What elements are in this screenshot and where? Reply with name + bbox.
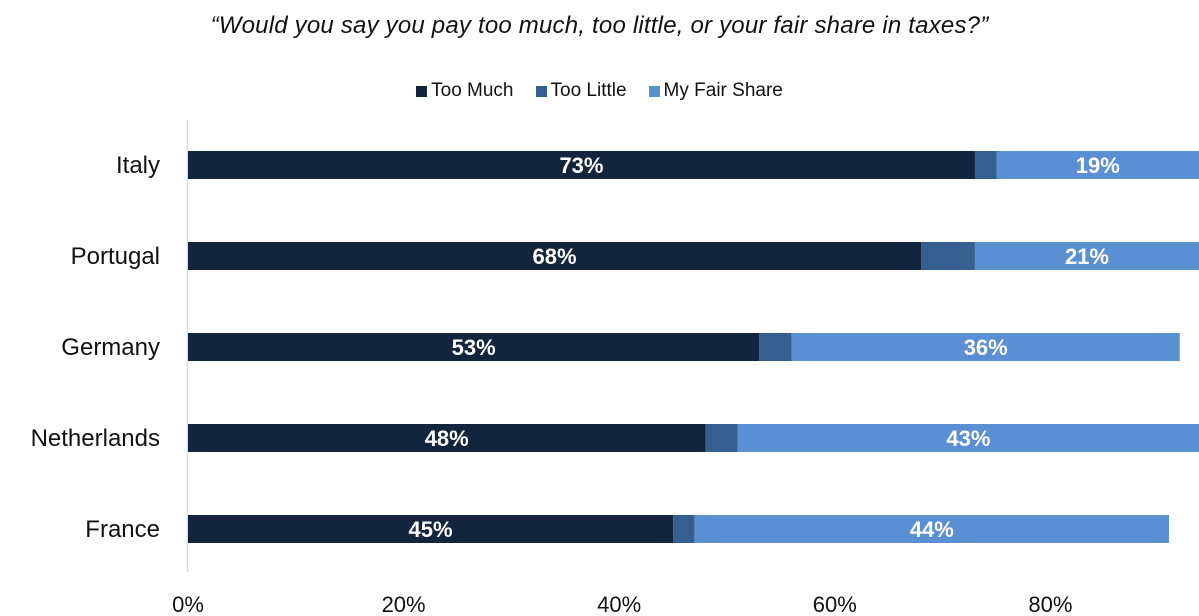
bar-my-fair-share-italy xyxy=(996,151,1199,179)
x-tick-label-80: 80% xyxy=(1028,592,1072,616)
bar-too-little-portugal xyxy=(921,242,975,270)
category-label-netherlands: Netherlands xyxy=(31,425,160,452)
legend-swatch-too-much xyxy=(416,85,428,97)
bar-too-little-italy xyxy=(974,151,997,179)
data-label-my-fair-share-italy: 19% xyxy=(1076,153,1120,178)
category-label-germany: Germany xyxy=(61,334,160,361)
legend-swatch-too-little xyxy=(535,85,547,97)
category-label-portugal: Portugal xyxy=(71,243,160,270)
legend-swatch-my-fair-share xyxy=(648,85,660,97)
legend-label-too-little: Too Little xyxy=(550,80,627,101)
legend-item-my-fair-share: My Fair Share xyxy=(648,80,783,102)
data-label-my-fair-share-netherlands: 43% xyxy=(946,426,990,451)
legend-label-too-much: Too Much xyxy=(431,80,514,101)
bar-too-much-germany xyxy=(188,333,760,361)
x-tick-label-40: 40% xyxy=(597,592,641,616)
x-tick-label-0: 0% xyxy=(172,592,204,616)
bar-too-little-netherlands xyxy=(705,424,738,452)
x-tick-label-60: 60% xyxy=(813,592,857,616)
legend-label-my-fair-share: My Fair Share xyxy=(663,80,783,101)
data-label-too-much-germany: 53% xyxy=(452,335,496,360)
x-tick-label-20: 20% xyxy=(382,592,426,616)
data-label-too-much-france: 45% xyxy=(409,517,453,542)
legend-item-too-little: Too Little xyxy=(535,80,627,102)
bar-too-little-germany xyxy=(759,333,792,361)
legend: Too Much Too Little My Fair Share xyxy=(0,80,1199,102)
bar-too-much-france xyxy=(188,515,674,543)
data-label-my-fair-share-germany: 36% xyxy=(964,335,1008,360)
chart-title: “Would you say you pay too much, too lit… xyxy=(210,12,989,39)
data-label-too-much-netherlands: 48% xyxy=(425,426,469,451)
bar-too-much-portugal xyxy=(188,242,922,270)
bar-my-fair-share-germany xyxy=(791,333,1180,361)
data-label-too-much-italy: 73% xyxy=(559,153,603,178)
bar-too-much-italy xyxy=(188,151,975,179)
data-label-my-fair-share-france: 44% xyxy=(910,517,954,542)
legend-item-too-much: Too Much xyxy=(416,80,514,102)
data-label-my-fair-share-portugal: 21% xyxy=(1065,244,1109,269)
bar-my-fair-share-portugal xyxy=(974,242,1199,270)
bar-too-little-france xyxy=(673,515,695,543)
bar-my-fair-share-netherlands xyxy=(737,424,1199,452)
bar-my-fair-share-france xyxy=(694,515,1169,543)
category-label-france: France xyxy=(85,516,160,543)
category-label-italy: Italy xyxy=(116,152,160,179)
bar-too-much-netherlands xyxy=(188,424,706,452)
data-label-too-much-portugal: 68% xyxy=(532,244,576,269)
